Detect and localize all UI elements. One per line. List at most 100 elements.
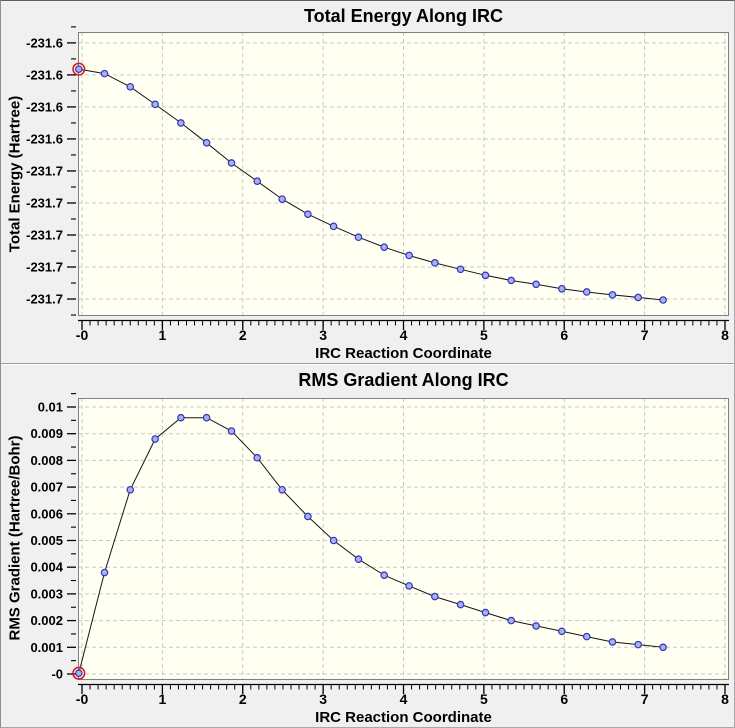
data-point[interactable] [634,640,642,649]
y-tick-label: 0.008 [30,453,63,468]
data-point[interactable] [126,485,135,494]
x-tick-label: 6 [560,327,568,343]
data-point[interactable] [659,643,667,652]
data-point[interactable] [634,293,642,302]
data-point[interactable] [354,233,363,242]
data-point[interactable] [75,669,83,677]
data-point[interactable] [558,284,566,293]
y-tick-label: -231.7 [26,195,63,210]
data-point[interactable] [507,616,515,625]
data-point[interactable] [431,259,439,267]
data-point[interactable] [126,82,135,91]
data-point[interactable] [354,555,363,563]
y-tick-label: 0.005 [30,533,63,548]
selected-point-ring [72,666,86,680]
data-point[interactable] [532,622,540,630]
y-tick-label: -231.7 [26,292,63,307]
y-axis-label: RMS Gradient (Hartree/Bohr) [6,435,24,641]
data-point[interactable] [659,296,667,304]
data-point[interactable] [100,69,109,78]
data-point[interactable] [558,627,566,636]
data-point[interactable] [380,243,389,251]
data-point[interactable] [75,65,83,73]
x-tick-label: 7 [641,327,649,343]
total-energy-chart-panel: -231.6 -231.6 -231.6 -231.6 -231.7 -231.7 -231… [1,1,734,364]
data-point[interactable] [278,195,286,203]
rms-gradient-chart: 0.01 0.009 0.008 0.007 0.006 0.005 0.004 0.003 0… [30,393,729,707]
chart-title: RMS Gradient Along IRC [298,370,509,390]
x-tick-label: 1 [158,327,166,343]
data-point[interactable] [608,638,617,646]
data-point[interactable] [582,288,591,296]
data-point[interactable] [456,265,465,274]
x-tick-label: 2 [239,691,247,707]
x-tick-label: -0 [76,327,89,343]
y-tick-label: 0.007 [30,480,63,495]
y-tick-label: -0 [51,666,63,681]
y-tick-label: -231.6 [26,131,63,146]
data-point[interactable] [582,632,591,641]
total-energy-chart: -231.6 -231.6 -231.6 -231.6 -231.7 -231.7 -231… [26,26,729,343]
chart-title: Total Energy Along IRC [303,6,503,26]
x-tick-label: 1 [158,691,166,707]
y-tick-label: 0.002 [30,613,63,628]
data-point[interactable] [151,100,159,109]
data-point[interactable] [278,485,286,494]
data-point[interactable] [177,119,185,127]
data-point[interactable] [202,413,211,422]
data-point[interactable] [380,571,389,580]
x-tick-label: 8 [721,691,729,707]
data-point[interactable] [227,427,236,435]
x-tick-label: 5 [480,691,488,707]
y-tick-label: -231.6 [26,99,63,114]
x-axis-label: IRC Reaction Coordinate [315,345,492,362]
data-point[interactable] [304,210,312,218]
data-line [78,68,664,301]
data-point[interactable] [100,568,109,577]
data-point[interactable] [405,251,413,260]
data-point[interactable] [202,138,211,147]
data-point[interactable] [481,271,490,280]
x-tick-label: 7 [641,691,649,707]
y-tick-label: -231.7 [26,260,63,275]
data-point[interactable] [329,222,338,231]
data-point[interactable] [507,276,515,285]
data-point[interactable] [177,413,185,422]
y-tick-label: -231.6 [26,35,63,50]
y-tick-label: 0.003 [30,586,63,601]
x-tick-label: -0 [76,691,89,707]
plot-frame [78,398,729,680]
data-point[interactable] [329,536,338,545]
y-axis-label: Total Energy (Hartree) [6,95,24,253]
y-tick-label: 0.01 [38,399,63,414]
x-tick-label: 3 [319,327,327,343]
y-tick-label: -231.6 [26,67,63,82]
data-point[interactable] [608,291,617,299]
data-point[interactable] [456,600,465,609]
data-point[interactable] [431,592,439,601]
data-point[interactable] [532,280,540,289]
y-tick-label: -231.7 [26,163,63,178]
x-axis-label: IRC Reaction Coordinate [315,709,492,726]
selected-point-ring [72,62,86,76]
y-tick-label: 0.009 [30,426,63,441]
y-tick-label: 0.006 [30,506,63,521]
data-point[interactable] [481,608,490,617]
data-point[interactable] [253,177,262,186]
plot-frame [78,32,729,316]
x-tick-label: 2 [239,327,247,343]
x-tick-label: 5 [480,327,488,343]
x-tick-label: 4 [400,327,408,343]
data-point[interactable] [253,453,262,462]
x-tick-label: 8 [721,327,729,343]
data-point[interactable] [405,582,413,590]
data-point[interactable] [151,435,159,443]
y-tick-label: 0.004 [30,560,63,575]
data-line [78,417,664,674]
x-tick-label: 3 [319,691,327,707]
data-point[interactable] [227,159,236,167]
x-tick-label: 6 [560,691,568,707]
rms-gradient-chart-panel: 0.01 0.009 0.008 0.007 0.006 0.005 0.004 0.003 0… [1,364,734,727]
data-point[interactable] [304,512,312,521]
